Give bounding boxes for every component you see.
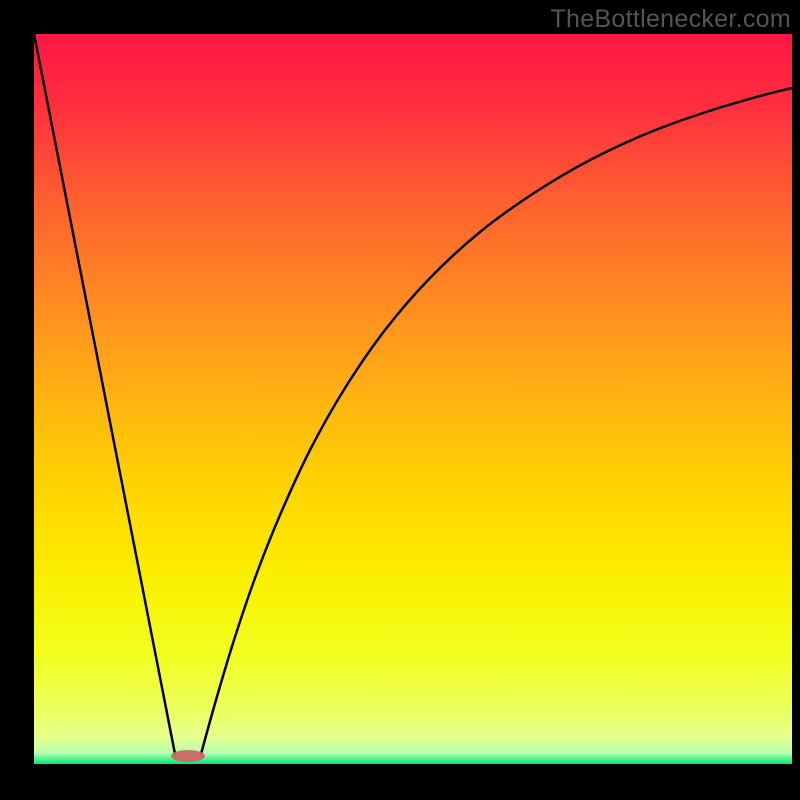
plot-background	[34, 34, 792, 764]
watermark-text: TheBottlenecker.com	[550, 5, 791, 34]
optimal-marker	[171, 750, 205, 762]
bottleneck-chart	[0, 0, 800, 800]
